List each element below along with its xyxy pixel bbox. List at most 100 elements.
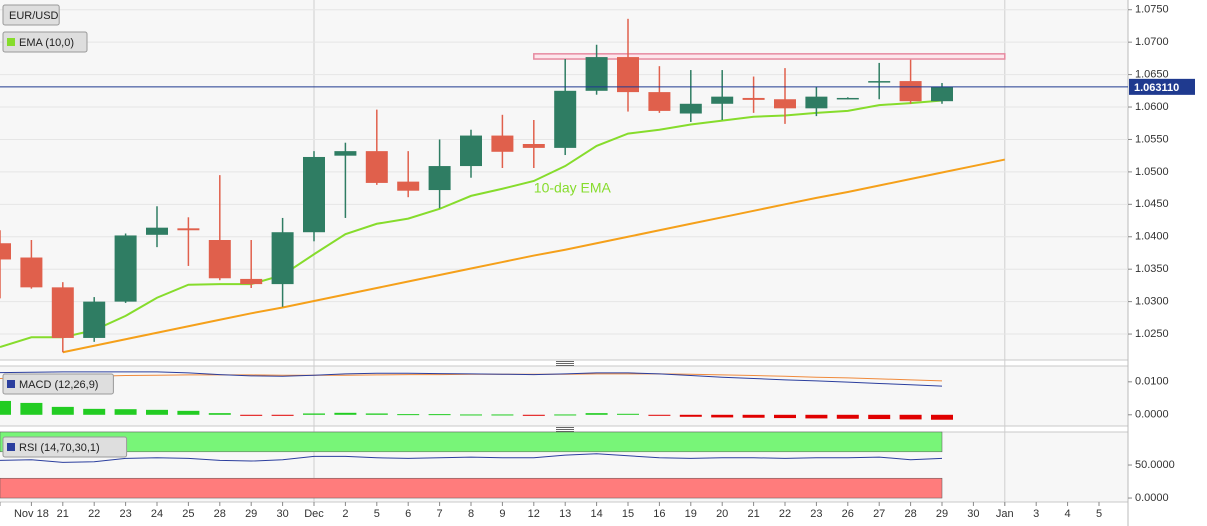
macd-histogram-bar <box>711 414 734 418</box>
candle-body <box>679 103 702 114</box>
x-tick-label: 21 <box>57 508 69 520</box>
y-tick-label: 50.0000 <box>1135 459 1175 471</box>
x-tick-label: 24 <box>151 508 163 520</box>
candle-body <box>868 81 891 83</box>
macd-histogram-bar <box>836 414 859 419</box>
macd-histogram-bar <box>585 413 608 415</box>
candle-body <box>805 96 828 109</box>
resize-handle <box>556 361 574 432</box>
annotation: 10-day EMA <box>534 180 612 196</box>
candle-body <box>0 243 11 260</box>
macd-histogram-bar <box>491 414 514 416</box>
x-tick-label: 20 <box>716 508 728 520</box>
x-tick-label: 25 <box>182 508 194 520</box>
macd-histogram-bar <box>868 414 891 420</box>
y-tick-label: 1.0500 <box>1135 166 1169 178</box>
macd-line <box>0 371 943 387</box>
y-tick-label: 1.0350 <box>1135 263 1169 275</box>
x-tick-label: 27 <box>873 508 885 520</box>
candle-body <box>240 278 263 285</box>
x-tick-label: 8 <box>468 508 474 520</box>
x-tick-label: 5 <box>1096 508 1102 520</box>
macd-histogram-bar <box>0 400 11 415</box>
macd-histogram-bar <box>303 413 325 415</box>
candle-body <box>51 287 74 338</box>
candle-body <box>365 151 388 183</box>
candle-body <box>460 135 482 167</box>
x-tick-label: Dec <box>304 508 324 520</box>
macd-histogram-bar <box>931 414 953 420</box>
candle-body <box>617 57 639 93</box>
macd-histogram-bar <box>51 406 74 415</box>
macd-histogram-bar <box>679 414 702 417</box>
candle-body <box>899 81 922 102</box>
macd-histogram-bar <box>114 409 137 415</box>
candle-body <box>931 86 953 102</box>
legend-label: EUR/USD <box>9 10 59 22</box>
y-tick-label: 0.0000 <box>1135 409 1169 421</box>
x-tick-label: 19 <box>685 508 697 520</box>
candle-body <box>334 151 357 156</box>
x-tick-label: 28 <box>214 508 226 520</box>
x-tick-label: 23 <box>810 508 822 520</box>
x-tick-label: 29 <box>936 508 948 520</box>
x-tick-label: 12 <box>528 508 540 520</box>
y-tick-label: 1.0250 <box>1135 328 1169 340</box>
legend-swatch <box>7 38 15 46</box>
candle-body <box>177 228 200 231</box>
candle-body <box>522 144 545 148</box>
x-tick-label: 13 <box>559 508 571 520</box>
y-tick-label: 1.0700 <box>1135 36 1169 48</box>
macd-histogram-bar <box>83 408 106 415</box>
x-tick-label: 9 <box>499 508 505 520</box>
candle-body <box>20 257 43 288</box>
macd-histogram-bar <box>20 402 43 415</box>
legend-box <box>2 31 88 53</box>
y-tick-label: 1.0450 <box>1135 198 1169 210</box>
x-tick-label: 26 <box>842 508 854 520</box>
legend-box <box>2 373 114 395</box>
macd-histogram-bar <box>365 413 388 415</box>
candle-body <box>428 166 451 191</box>
legend-box <box>2 436 128 458</box>
candle-body <box>742 97 765 100</box>
y-tick-label: 1.0400 <box>1135 231 1169 243</box>
macd-histogram-bar <box>617 413 639 415</box>
y-tick-label: 1.0600 <box>1135 101 1169 113</box>
macd-histogram-bar <box>177 410 200 415</box>
macd-histogram-bar <box>554 414 577 416</box>
macd-histogram-bar <box>334 412 357 415</box>
x-tick-label: 3 <box>1033 508 1039 520</box>
x-tick-label: 30 <box>276 508 288 520</box>
candle-body <box>83 301 106 338</box>
macd-histogram-bar <box>240 414 263 416</box>
candle-body <box>648 92 671 111</box>
x-tick-label: 30 <box>967 508 979 520</box>
x-tick-label: 2 <box>342 508 348 520</box>
x-tick-label: 21 <box>747 508 759 520</box>
x-tick-label: 22 <box>88 508 100 520</box>
legend-label: RSI (14,70,30,1) <box>19 442 100 454</box>
legend-box <box>2 4 60 26</box>
x-tick-label: 23 <box>119 508 131 520</box>
x-tick-label: 14 <box>590 508 602 520</box>
x-tick-label: 28 <box>904 508 916 520</box>
rsi-band <box>0 431 943 453</box>
resistance-zone <box>533 53 1006 60</box>
candle-body <box>836 97 859 100</box>
legend-swatch <box>7 443 15 451</box>
x-tick-label: 16 <box>653 508 665 520</box>
macd-histogram-bar <box>742 414 765 418</box>
candle-body <box>585 57 608 91</box>
legend-label: MACD (12,26,9) <box>19 379 98 391</box>
candle-body <box>491 135 514 152</box>
macd-histogram-bar <box>146 409 168 415</box>
x-tick-label: 22 <box>779 508 791 520</box>
legend-swatch <box>7 380 15 388</box>
rsi-line <box>0 453 943 463</box>
x-tick-label: 4 <box>1065 508 1071 520</box>
x-tick-label: 15 <box>622 508 634 520</box>
x-tick-label: Nov 18 <box>14 508 49 520</box>
main-panel <box>0 0 1128 360</box>
